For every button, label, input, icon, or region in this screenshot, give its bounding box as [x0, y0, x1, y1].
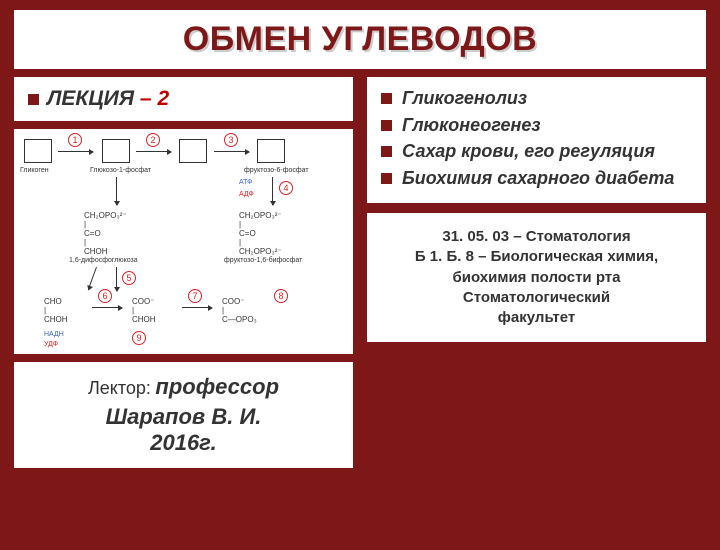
diagram-label: Гликоген	[20, 167, 49, 174]
list-item: Сахар крови, его регуляция	[381, 140, 692, 163]
diagram-label: Глюкозо-1-фосфат	[90, 167, 151, 174]
lecture-label: ЛЕКЦИЯ – 2	[47, 87, 169, 111]
program-line: Стоматологический	[377, 288, 696, 308]
lecturer-box: Лектор: профессор Шарапов В. И. 2016г.	[14, 362, 353, 468]
step-1-icon: 1	[68, 133, 82, 147]
lecturer-prefix: Лектор:	[88, 378, 151, 398]
step-3-icon: 3	[224, 133, 238, 147]
topic-text: Глюконеогенез	[402, 114, 541, 137]
topic-text: Сахар крови, его регуляция	[402, 140, 655, 163]
topics-box: Гликогенолиз Глюконеогенез Сахар крови, …	[367, 77, 706, 203]
step-8-icon: 8	[274, 289, 288, 303]
program-box: 31. 05. 03 – Стоматология Б 1. Б. 8 – Би…	[367, 213, 706, 342]
lecture-number: 2	[157, 87, 169, 110]
diagram-label: фруктозо-6-фосфат	[244, 167, 309, 174]
bullet-icon	[381, 146, 392, 157]
diagram-label: 1,6-дифосфоглюкоза	[69, 257, 138, 264]
step-5-icon: 5	[122, 271, 136, 285]
lecturer-name: Шарапов В. И.	[28, 404, 339, 430]
chemistry-diagram: 1 2 3 Гликоген Глюкозо-1-фосфат фруктозо…	[14, 129, 353, 354]
step-6-icon: 6	[98, 289, 112, 303]
lecture-dash: –	[140, 87, 152, 110]
list-item: Глюконеогенез	[381, 114, 692, 137]
bullet-icon	[381, 120, 392, 131]
step-2-icon: 2	[146, 133, 160, 147]
atp-label: АТФ	[239, 179, 253, 186]
list-item: Гликогенолиз	[381, 87, 692, 110]
bullet-icon	[381, 93, 392, 104]
left-column: ЛЕКЦИЯ – 2 1 2 3 Гликоген Глюкозо-1-фосф…	[14, 77, 353, 468]
topic-list: Гликогенолиз Глюконеогенез Сахар крови, …	[381, 87, 692, 189]
right-column: Гликогенолиз Глюконеогенез Сахар крови, …	[367, 77, 706, 468]
bullet-icon	[28, 94, 39, 105]
title-box: ОБМЕН УГЛЕВОДОВ	[14, 10, 706, 69]
lecture-word: ЛЕКЦИЯ	[47, 87, 134, 110]
adp-label: АДФ	[239, 191, 254, 198]
lecturer-year: 2016г.	[28, 430, 339, 456]
step-9-icon: 9	[132, 331, 146, 345]
step-4-icon: 4	[279, 181, 293, 195]
program-line: факультет	[377, 308, 696, 328]
topic-text: Гликогенолиз	[402, 87, 527, 110]
topic-text: Биохимия сахарного диабета	[402, 167, 674, 190]
content-columns: ЛЕКЦИЯ – 2 1 2 3 Гликоген Глюкозо-1-фосф…	[0, 77, 720, 482]
nad-label: НАДH	[44, 331, 64, 338]
diagram-label: фруктозо-1,6-бифосфат	[224, 257, 302, 264]
step-7-icon: 7	[188, 289, 202, 303]
lecture-box: ЛЕКЦИЯ – 2	[14, 77, 353, 121]
bullet-icon	[381, 173, 392, 184]
list-item: Биохимия сахарного диабета	[381, 167, 692, 190]
lecturer-rank: профессор	[155, 374, 279, 399]
udp-label: УДФ	[44, 341, 58, 348]
page-title: ОБМЕН УГЛЕВОДОВ	[22, 20, 698, 59]
program-line: Б 1. Б. 8 – Биологическая химия, биохими…	[377, 247, 696, 288]
program-line: 31. 05. 03 – Стоматология	[377, 227, 696, 247]
